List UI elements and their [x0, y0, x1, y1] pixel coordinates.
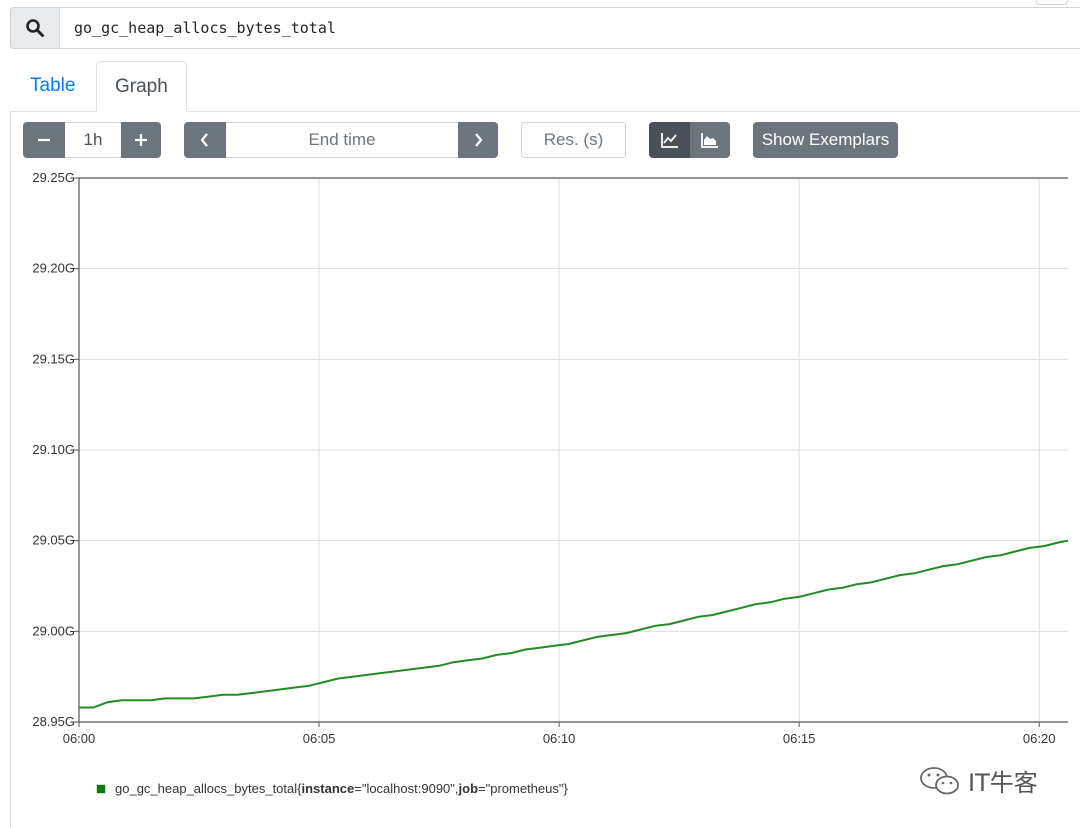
legend-label-key: instance: [301, 781, 355, 796]
y-tick-label: 29.25G: [32, 170, 75, 185]
stacked-chart-button[interactable]: [690, 122, 730, 158]
x-tick-label: 06:20: [1023, 731, 1056, 746]
x-tick-label: 06:10: [543, 731, 576, 746]
y-tick-label: 29.15G: [32, 351, 75, 366]
legend-label-key: job: [458, 781, 479, 796]
chart-grid: [78, 177, 1068, 723]
y-tick-label: 29.10G: [32, 442, 75, 457]
magnifier-icon: [26, 19, 44, 37]
end-time-back-button[interactable]: [184, 122, 226, 158]
minus-icon: [38, 138, 50, 142]
chevron-right-icon: [475, 133, 483, 147]
query-bar: [10, 7, 1080, 49]
graph-controls: 1h End time Res. (s) Show Exemplars: [0, 122, 1080, 158]
plus-icon: [135, 134, 147, 146]
line-chart: 28.95G 29.00G 29.05G 29.10G 29.15G 29.20G 29.2…: [32, 170, 1069, 746]
search-button[interactable]: [11, 8, 60, 48]
tab-bar: Table Graph: [10, 61, 1080, 112]
chart-legend[interactable]: go_gc_heap_allocs_bytes_total{instance ="…: [96, 781, 568, 796]
resolution-input[interactable]: Res. (s): [521, 122, 626, 158]
graph-panel: [10, 111, 1080, 828]
chevron-left-icon: [200, 133, 208, 147]
line-chart-button[interactable]: [649, 122, 690, 158]
legend-label-value: ="localhost:9090",: [354, 781, 459, 796]
chart-series: [79, 539, 1069, 709]
y-tick-label: 29.05G: [32, 533, 75, 548]
tab-graph[interactable]: Graph: [96, 61, 187, 112]
range-increase-button[interactable]: [121, 122, 161, 158]
chart-tick-labels: 28.95G 29.00G 29.05G 29.10G 29.15G 29.20G 29.2…: [32, 170, 1055, 746]
legend-swatch: [96, 783, 106, 794]
range-input[interactable]: 1h: [65, 122, 121, 158]
end-time-input[interactable]: End time: [226, 122, 458, 158]
stacked-area-chart-icon: [701, 133, 718, 148]
y-tick-label: 29.00G: [32, 623, 75, 638]
watermark: IT牛客: [918, 763, 1038, 798]
end-time-forward-button[interactable]: [458, 122, 498, 158]
chart-axes: [74, 177, 1068, 727]
tab-table[interactable]: Table: [30, 75, 76, 96]
line-chart-icon: [660, 133, 678, 148]
y-tick-label: 29.20G: [32, 261, 75, 276]
series-line: [79, 539, 1069, 709]
expression-input[interactable]: [60, 8, 1080, 48]
range-decrease-button[interactable]: [23, 122, 65, 158]
show-exemplars-button[interactable]: Show Exemplars: [753, 122, 898, 158]
top-right-button[interactable]: [1036, 0, 1068, 5]
y-tick-label: 28.95G: [32, 714, 75, 729]
x-tick-label: 06:15: [783, 731, 816, 746]
x-tick-label: 06:00: [63, 731, 96, 746]
legend-label-value: ="prometheus"}: [478, 781, 568, 796]
x-tick-label: 06:05: [303, 731, 336, 746]
watermark-text: IT牛客: [968, 769, 1038, 797]
legend-metric: go_gc_heap_allocs_bytes_total{: [115, 781, 302, 796]
wechat-icon: [920, 766, 959, 794]
